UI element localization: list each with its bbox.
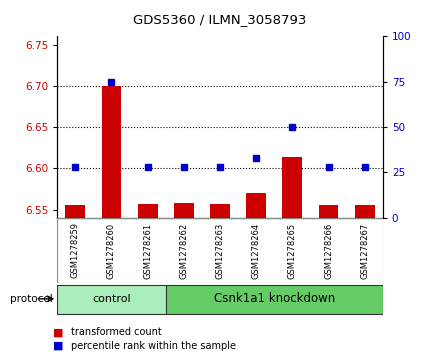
Text: GSM1278267: GSM1278267 (360, 223, 369, 278)
Text: GSM1278260: GSM1278260 (107, 223, 116, 278)
Bar (66, 205, 85, 218)
Bar (319, 205, 338, 218)
Text: GSM1278259: GSM1278259 (71, 223, 80, 278)
Text: control: control (92, 294, 131, 304)
Text: ■: ■ (53, 327, 63, 337)
Bar (174, 203, 194, 218)
Bar (102, 86, 121, 218)
Text: GSM1278262: GSM1278262 (180, 223, 188, 278)
Text: GSM1278261: GSM1278261 (143, 223, 152, 278)
FancyBboxPatch shape (57, 285, 166, 314)
Bar (246, 193, 266, 218)
Text: percentile rank within the sample: percentile rank within the sample (71, 340, 236, 351)
Bar (138, 204, 158, 218)
Text: Csnk1a1 knockdown: Csnk1a1 knockdown (214, 292, 335, 305)
Bar (210, 204, 230, 218)
Text: protocol: protocol (10, 294, 53, 305)
Text: GSM1278264: GSM1278264 (252, 223, 260, 278)
Bar (282, 157, 302, 218)
Text: GSM1278265: GSM1278265 (288, 223, 297, 278)
Bar (355, 205, 375, 218)
Text: transformed count: transformed count (71, 327, 162, 337)
FancyBboxPatch shape (166, 285, 383, 314)
Text: GSM1278263: GSM1278263 (216, 223, 224, 278)
Text: GDS5360 / ILMN_3058793: GDS5360 / ILMN_3058793 (133, 13, 307, 26)
Text: GSM1278266: GSM1278266 (324, 223, 333, 278)
Text: ■: ■ (53, 340, 63, 351)
